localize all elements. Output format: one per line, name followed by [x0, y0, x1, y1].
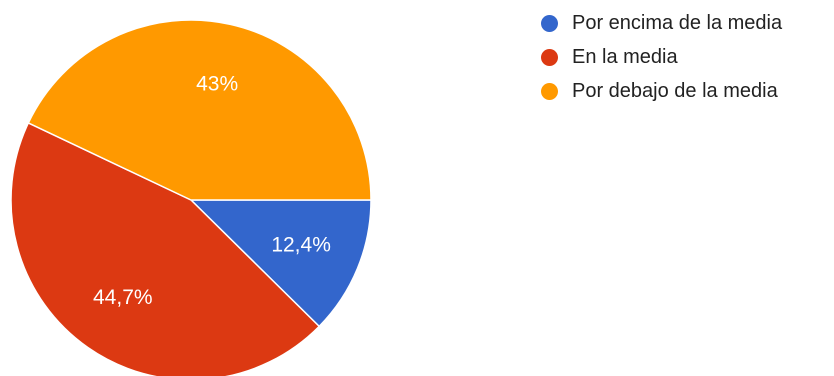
legend-item-por-encima[interactable]: Por encima de la media — [541, 12, 782, 34]
legend: Por encima de la media En la media Por d… — [541, 12, 782, 114]
pie-slice-por-encima[interactable] — [189, 199, 372, 328]
pie-slice-por-debajo[interactable] — [27, 19, 372, 201]
pie-slices — [10, 19, 372, 376]
pie-slice-en-la-media[interactable] — [10, 121, 321, 376]
legend-label-por-encima: Por encima de la media — [572, 11, 783, 34]
legend-item-en-la-media[interactable]: En la media — [541, 46, 782, 68]
legend-label-por-debajo: Por debajo de la media — [572, 79, 778, 102]
slice-label-en-la-media: 44,7% — [93, 286, 153, 309]
slice-label-por-encima: 12,4% — [271, 234, 331, 257]
legend-swatch-por-encima — [541, 14, 558, 32]
pie-labels: 12,4% 44,7% 43% — [93, 72, 331, 309]
slice-label-por-debajo: 43% — [196, 72, 238, 95]
legend-label-en-la-media: En la media — [572, 45, 678, 68]
legend-item-por-debajo[interactable]: Por debajo de la media — [541, 80, 782, 102]
legend-swatch-por-debajo — [541, 82, 558, 100]
legend-swatch-en-la-media — [541, 48, 558, 66]
